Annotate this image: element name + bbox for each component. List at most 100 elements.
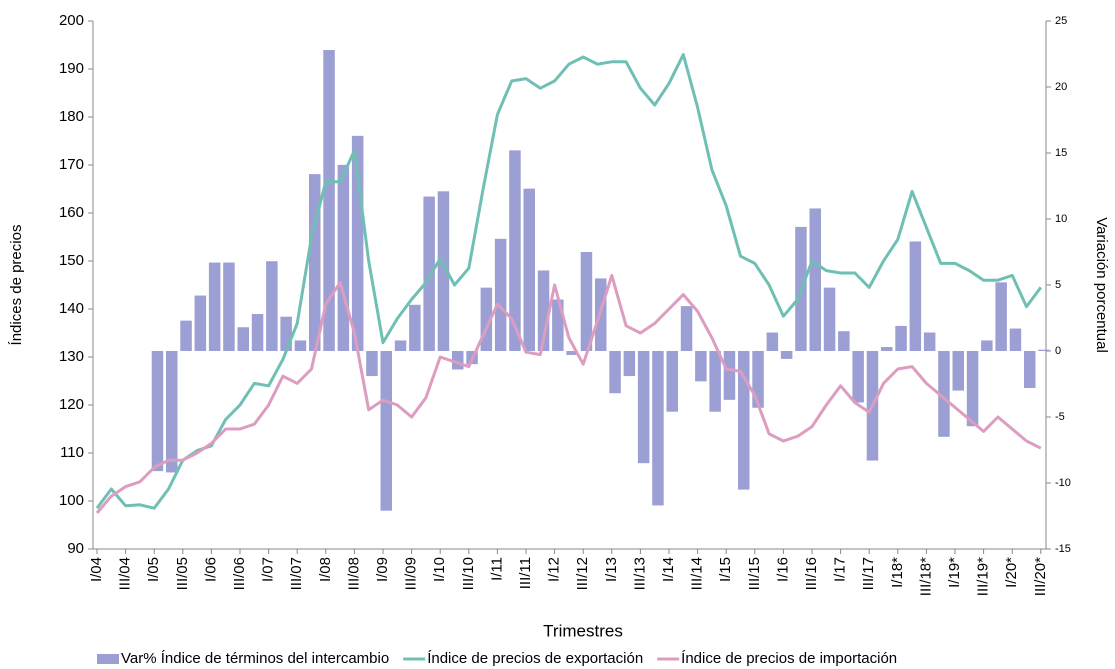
bar (452, 351, 464, 370)
bar (838, 331, 850, 351)
x-tick-label: III/07 (288, 557, 305, 590)
y2-tick-label: 5 (1055, 279, 1061, 291)
x-tick-label: I/15 (717, 557, 734, 582)
legend-label: Índice de precios de importación (681, 650, 897, 667)
bar (552, 299, 564, 351)
y-tick-label: 90 (67, 540, 84, 557)
x-tick-label: I/11 (488, 557, 505, 581)
bar (966, 351, 979, 427)
bar (437, 191, 450, 351)
y-tick-label: 180 (59, 108, 84, 125)
y2-tick-label: -15 (1055, 543, 1071, 555)
x-tick-label: I/04 (88, 557, 105, 582)
bar (1009, 328, 1022, 351)
bar (723, 351, 736, 400)
x-tick-label: III/19* (975, 557, 992, 596)
x-tick-label: III/04 (117, 557, 134, 590)
y2-tick-label: 10 (1055, 213, 1067, 225)
y2-tick-label: 15 (1055, 147, 1067, 159)
x-tick-label: III/08 (345, 557, 362, 590)
bar (480, 287, 493, 351)
x-tick-label: I/07 (260, 557, 277, 582)
bar (652, 351, 664, 506)
legend: Var% Índice de términos del intercambio Í… (97, 650, 897, 667)
x-tick-label: I/09 (374, 557, 391, 582)
legend-label: Índice de precios de exportación (427, 650, 643, 667)
y-tick-label: 160 (59, 204, 84, 221)
x-tick-label: III/10 (460, 557, 477, 590)
x-tick-label: III/05 (174, 557, 191, 590)
y-tick-label: 190 (59, 60, 84, 77)
x-tick-label: III/18* (917, 557, 934, 596)
bar (580, 252, 593, 351)
y-tick-label: 110 (60, 444, 84, 461)
bar (1024, 351, 1036, 388)
bar (881, 347, 893, 351)
x-tick-label: III/17 (860, 557, 877, 590)
bar (166, 351, 178, 473)
x-tick-label: I/16 (774, 557, 791, 582)
bar (738, 351, 750, 490)
line (95, 273, 1042, 514)
y2-tick-label: -10 (1055, 477, 1071, 489)
line (95, 53, 1043, 510)
x-tick-label: I/05 (145, 557, 162, 582)
bar (780, 351, 793, 359)
y-axis-title: Índices de precios (8, 225, 25, 346)
x-tick-label: I/20* (1003, 557, 1020, 588)
bar (637, 351, 650, 464)
bar (823, 287, 836, 351)
bar (294, 340, 307, 351)
x-tick-label: III/20* (1032, 557, 1049, 596)
bar (809, 208, 821, 351)
y-tick-label: 200 (59, 12, 84, 29)
y-tick-label: 130 (59, 348, 84, 365)
bar (366, 351, 378, 377)
bar (680, 306, 693, 351)
bar (280, 316, 292, 351)
bar (695, 351, 707, 382)
bar (309, 174, 321, 351)
x-tick-label: III/13 (631, 557, 648, 590)
bar (509, 150, 521, 351)
bar (323, 50, 335, 351)
bar (938, 351, 950, 437)
x-tick-label: III/14 (689, 557, 706, 590)
y2-tick-label: -5 (1055, 411, 1065, 423)
y-tick-label: 170 (59, 156, 84, 173)
x-tick-label: I/06 (202, 557, 219, 582)
x-tick-label: I/19* (946, 557, 963, 588)
x-tick-label: I/14 (660, 557, 677, 582)
x-tick-label: I/10 (431, 557, 448, 582)
bar (609, 351, 621, 394)
x-tick-label: III/15 (746, 557, 763, 590)
bar (380, 351, 392, 511)
bar (981, 340, 993, 351)
x-tick-label: I/18* (889, 557, 906, 588)
legend-label: Var% Índice de términos del intercambio (121, 650, 389, 667)
bar (852, 351, 864, 403)
bar (952, 351, 964, 391)
y2-tick-label: 25 (1055, 15, 1067, 27)
bar (180, 320, 192, 351)
bar (251, 314, 264, 351)
y-tick-label: 100 (59, 492, 84, 509)
bar (566, 351, 578, 355)
bar (409, 304, 421, 351)
y-tick-label: 150 (59, 252, 84, 269)
bar (194, 295, 207, 351)
y-tick-label: 120 (59, 396, 84, 413)
bar (895, 325, 907, 351)
bar (394, 340, 407, 351)
y-tick-label: 140 (59, 300, 84, 317)
x-tick-label: III/16 (803, 557, 820, 590)
x-tick-label: III/06 (231, 557, 248, 590)
y2-axis-title: Variación porcentual (1093, 217, 1110, 353)
x-tick-label: III/11 (517, 557, 534, 589)
bar (923, 332, 936, 351)
bar (995, 282, 1007, 351)
bar (666, 351, 678, 412)
x-tick-label: III/12 (574, 557, 591, 590)
x-tick-label: I/08 (317, 557, 334, 582)
